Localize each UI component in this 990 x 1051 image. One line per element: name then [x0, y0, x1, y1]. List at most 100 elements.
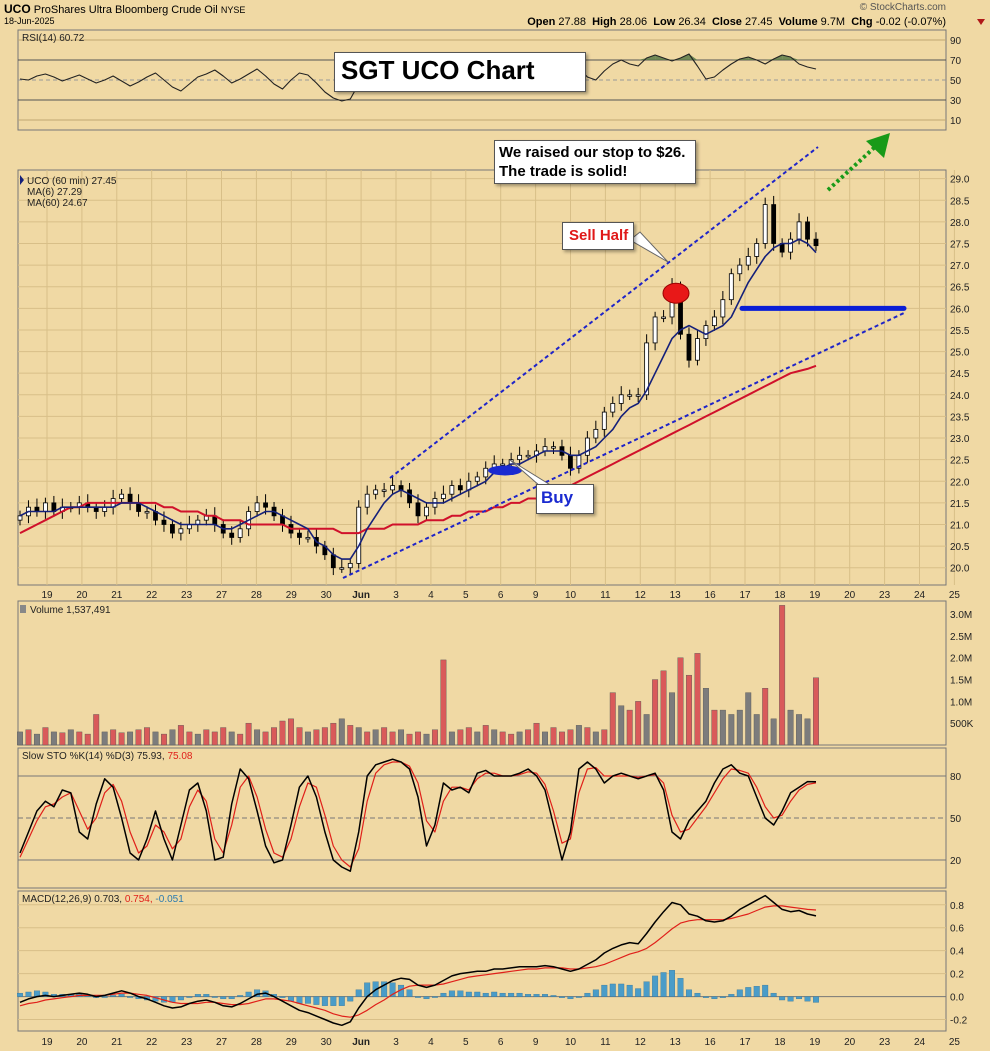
price-y-tick-label: 22.5 [950, 456, 970, 467]
x-tick-label-top: 11 [600, 590, 611, 601]
macd-y-tick-label: 0.4 [950, 947, 964, 958]
volume-bar [491, 729, 498, 746]
volume-bar [33, 733, 40, 746]
macd-histogram-bar [313, 996, 320, 1005]
volume-bar [448, 731, 455, 746]
volume-bar [542, 731, 548, 746]
candle-body [305, 537, 311, 540]
sell-half-label: Sell Half [562, 222, 634, 250]
macd-histogram-bar [601, 984, 608, 997]
candle-body [703, 325, 709, 339]
macd-histogram-bar [448, 990, 455, 997]
macd-histogram-bar [592, 989, 599, 997]
macd-histogram-bar [330, 996, 337, 1006]
volume-bar [677, 657, 684, 746]
volume-bar [465, 727, 472, 746]
price-y-tick-label: 28.5 [950, 196, 970, 207]
volume-bar [220, 727, 227, 746]
close-value: 27.45 [745, 16, 773, 28]
price-y-tick-label: 24.0 [950, 391, 970, 402]
volume-legend-icon [20, 605, 26, 613]
macd-histogram-bar [465, 991, 472, 997]
volume-bar [203, 729, 210, 746]
macd-histogram-bar [474, 991, 481, 997]
candle-body [127, 493, 133, 504]
x-tick-label-top: 5 [463, 590, 469, 601]
macd-histogram-bar [25, 991, 32, 997]
x-tick-label-bottom: 19 [41, 1037, 53, 1048]
x-tick-label-bottom: 13 [670, 1037, 682, 1048]
macd-histogram-bar [796, 996, 803, 1000]
chart-title-box: SGT UCO Chart [334, 52, 586, 92]
volume-bar [474, 731, 481, 746]
x-tick-label-bottom: 24 [914, 1037, 926, 1048]
x-tick-label-bottom: 5 [463, 1037, 469, 1048]
x-tick-label-bottom: 22 [146, 1037, 158, 1048]
macd-histogram-bar [626, 984, 633, 997]
candle-body [17, 515, 23, 521]
candle-body [525, 454, 531, 458]
x-tick-label-top: 22 [146, 590, 158, 601]
chart-date: 18-Jun-2025 [4, 16, 55, 26]
volume-bar [482, 725, 489, 746]
macd-histogram-bar [42, 991, 49, 997]
x-tick-label-bottom: 19 [809, 1037, 821, 1048]
volume-bar [660, 670, 667, 746]
exchange: NYSE [220, 5, 246, 15]
candle-body [737, 264, 743, 275]
volume-bar [355, 727, 362, 746]
candle-body [237, 528, 243, 538]
price-y-tick-label: 29.0 [950, 175, 970, 186]
rsi-legend: RSI(14) 60.72 [22, 33, 85, 44]
macd-y-tick-label: 0.8 [950, 901, 964, 912]
macd-histogram-bar [542, 994, 548, 997]
x-tick-label-top: 3 [393, 590, 399, 601]
x-tick-label-top: 18 [774, 590, 786, 601]
price-y-tick-label: 22.0 [950, 477, 970, 488]
security-name: ProShares Ultra Bloomberg Crude Oil [33, 4, 218, 16]
volume-bar [584, 727, 591, 746]
volume-y-tick-label: 1.5M [950, 676, 972, 687]
ma6-line [19, 238, 817, 560]
volume-bar [779, 605, 786, 746]
upper-trendline [389, 146, 819, 479]
volume-bar [813, 677, 819, 746]
x-tick-label-bottom: 17 [739, 1037, 751, 1048]
candle-body [618, 394, 624, 404]
x-tick-label-top: 29 [286, 590, 298, 601]
candle-body [695, 338, 700, 361]
price-y-tick-label: 24.5 [950, 369, 970, 380]
macd-histogram-bar [753, 986, 760, 997]
macd-histogram-bar [652, 975, 659, 997]
macd-histogram-bar [17, 992, 23, 997]
volume-bar [42, 727, 49, 746]
volume-bar [508, 733, 515, 746]
macd-histogram-bar [254, 989, 261, 997]
volume-bar [669, 692, 675, 746]
macd-histogram-bar [787, 996, 794, 1002]
macd-histogram-bar [203, 994, 210, 997]
price-y-tick-label: 25.0 [950, 348, 970, 359]
ohlc-readout: Open 27.88 High 28.06 Low 26.34 Close 27… [527, 16, 946, 28]
volume-value: 9.7M [820, 16, 846, 28]
candle-body [517, 454, 523, 461]
candle-body [356, 506, 362, 564]
volume-bar [237, 733, 244, 746]
macd-histogram-bar [525, 994, 532, 997]
volume-bar [84, 733, 91, 746]
candle-body [593, 428, 599, 439]
sell-callout-pointer [629, 231, 669, 263]
x-tick-label-top: 17 [739, 590, 751, 601]
candle-body [178, 528, 184, 534]
macd-histogram-bar [237, 995, 244, 997]
volume-bar [601, 729, 608, 746]
macd-legend: MACD(12,26,9) 0.703, 0.754, -0.051 [22, 894, 184, 905]
chg-down-icon [976, 16, 986, 26]
x-tick-label-bottom: 6 [498, 1037, 504, 1048]
candle-body [263, 502, 268, 508]
macd-histogram-bar [804, 996, 811, 1002]
macd-histogram-bar [440, 992, 447, 997]
volume-bar [101, 731, 108, 746]
macd-histogram-bar [127, 996, 134, 998]
volume-bar [76, 731, 83, 746]
